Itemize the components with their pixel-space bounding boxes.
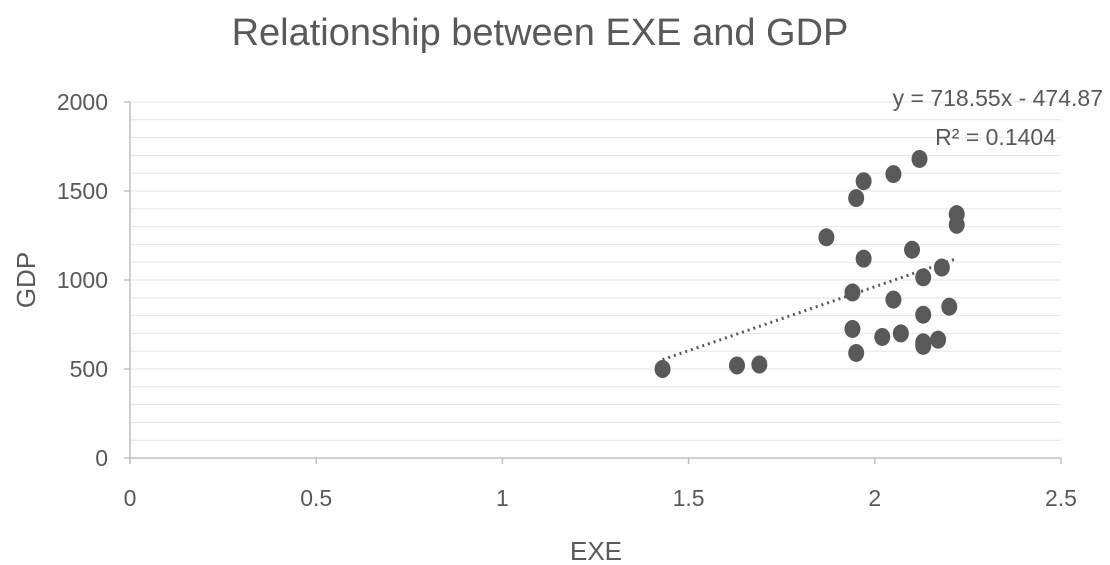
x-tick-label: 2.5: [1045, 485, 1077, 511]
y-tick-label: 0: [95, 445, 108, 471]
data-point: [933, 258, 950, 277]
data-point: [654, 360, 671, 378]
data-point: [885, 290, 902, 309]
data-point: [844, 319, 861, 338]
x-tick-labels: 0 0.5 1 1.5 2 2.5: [124, 485, 1077, 511]
data-point: [911, 149, 928, 168]
data-point: [941, 297, 958, 316]
x-tick-label: 0.5: [300, 485, 332, 511]
data-point: [915, 336, 932, 355]
data-point: [915, 305, 932, 324]
y-tick-label: 2000: [57, 89, 108, 115]
x-tick-label: 2: [868, 485, 881, 511]
y-tick-labels: 0 500 1000 1500 2000: [57, 89, 108, 471]
data-point: [855, 172, 872, 191]
y-axis-title: GDP: [11, 252, 41, 308]
data-point: [915, 268, 932, 287]
data-point: [930, 330, 947, 349]
trendline-r-squared: R² = 0.1404: [935, 124, 1056, 150]
y-tick-label: 500: [70, 356, 108, 382]
data-point: [848, 343, 865, 362]
data-point: [904, 240, 921, 259]
trendline: [662, 257, 958, 362]
x-tick-label: 1: [496, 485, 509, 511]
y-tick-label: 1500: [57, 178, 108, 204]
data-point: [948, 215, 965, 234]
data-point: [844, 283, 861, 302]
data-point: [885, 165, 902, 184]
x-axis-title: EXE: [570, 536, 622, 565]
x-tick-label: 1.5: [673, 485, 705, 511]
axes: [124, 101, 1062, 464]
trendline-group: [662, 257, 958, 362]
data-point: [729, 356, 746, 375]
gridlines: [130, 101, 1061, 441]
data-point: [818, 228, 835, 247]
data-point: [892, 324, 909, 343]
data-point: [874, 327, 891, 346]
data-point: [751, 355, 768, 374]
x-tick-label: 0: [124, 485, 137, 511]
chart-title: Relationship between EXE and GDP: [232, 12, 849, 54]
data-point: [855, 249, 872, 268]
y-tick-label: 1000: [57, 267, 108, 293]
data-point: [848, 189, 865, 208]
trendline-equation: y = 718.55x - 474.87: [893, 85, 1103, 111]
data-points: [654, 149, 965, 378]
